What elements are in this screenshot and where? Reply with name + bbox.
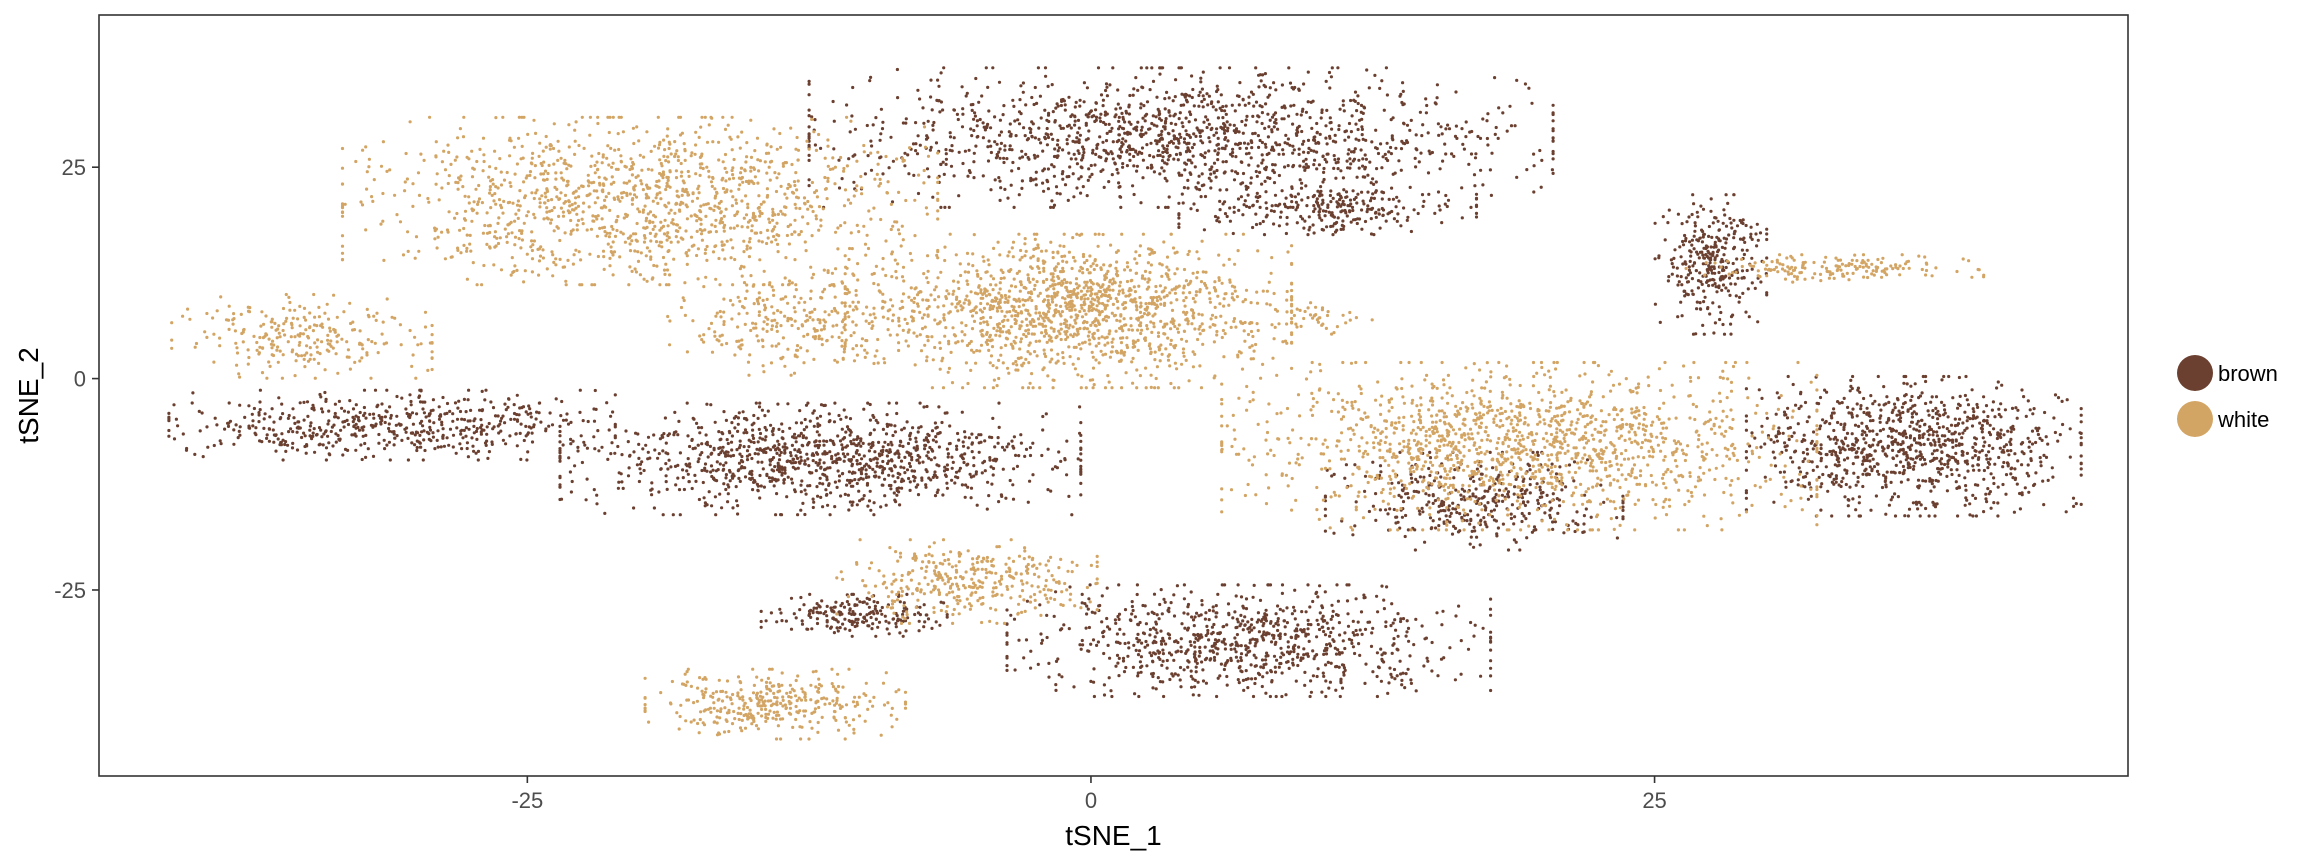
series-white	[170, 115, 1986, 741]
x-tick-label: 25	[1642, 788, 1666, 813]
x-axis: -25 0 25	[511, 776, 1667, 813]
legend: brown white	[2177, 355, 2278, 437]
legend-label-brown: brown	[2218, 361, 2278, 386]
y-tick-label: 25	[62, 155, 86, 180]
plot-panel-border	[98, 14, 2129, 777]
y-tick-label: -25	[54, 578, 86, 603]
x-tick-label: 0	[1085, 788, 1097, 813]
y-axis: -25 0 25	[54, 155, 99, 603]
plot-panel	[99, 15, 2128, 776]
legend-key-brown	[2177, 355, 2213, 391]
legend-key-white	[2177, 401, 2213, 437]
x-axis-title: tSNE_1	[1065, 820, 1162, 851]
scatter-points-white	[170, 115, 1986, 741]
legend-label-white: white	[2217, 407, 2269, 432]
y-tick-label: 0	[74, 367, 86, 392]
y-axis-title: tSNE_2	[13, 347, 44, 444]
x-tick-label: -25	[511, 788, 543, 813]
points-layer	[167, 66, 2083, 741]
legend-item-brown: brown	[2177, 355, 2278, 391]
legend-item-white: white	[2177, 401, 2269, 437]
